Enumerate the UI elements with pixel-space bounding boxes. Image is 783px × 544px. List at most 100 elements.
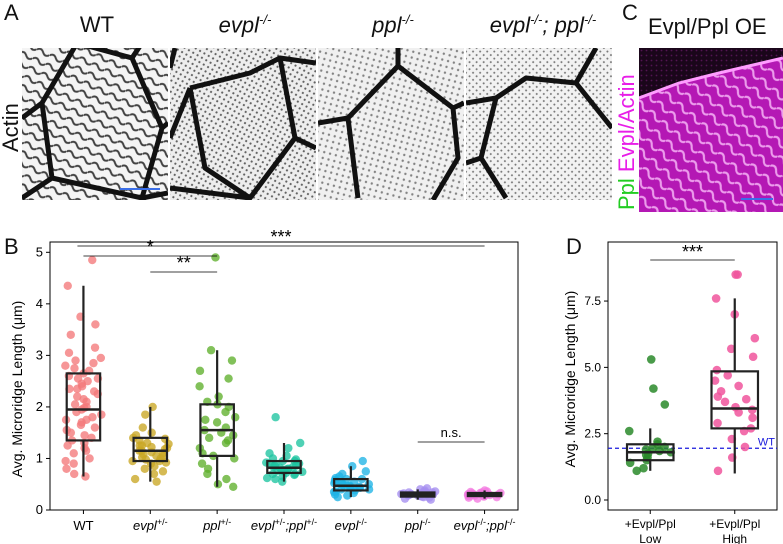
chart-b-point	[137, 441, 147, 450]
chart-d-ytick-label-1: 2.5	[584, 427, 601, 441]
chart-d-ytick-label-3: 7.5	[584, 294, 601, 308]
genotype-label-double-ko: evpl-/-; ppl-/-	[458, 12, 628, 38]
chart-d-point	[713, 466, 723, 476]
chart-b-point	[221, 407, 230, 417]
chart-b-ylabel: Avg. Microridge Length (μm)	[9, 301, 25, 478]
chart-b-point	[223, 436, 233, 445]
chart-b-ytick-label-0: 0	[36, 502, 43, 517]
chart-b-point	[70, 364, 79, 373]
chart-b-point	[71, 356, 80, 365]
chart-d-xtick-label-0-line1: +Evpl/Ppl	[625, 517, 676, 531]
chart-d-wt-label: WT	[758, 436, 775, 448]
chart-d-point	[660, 400, 670, 409]
panel-d-letter: D	[566, 234, 582, 259]
genotype-label-evpl-ko: evpl-/-	[170, 12, 320, 38]
chart-d-point	[750, 333, 760, 343]
chart-b-point	[89, 358, 98, 368]
chart-d-point	[710, 376, 720, 385]
chart-b-point	[140, 464, 149, 473]
chart-b-xtick-label-4: evpl-/-	[335, 517, 367, 533]
chart-b-point	[195, 366, 205, 376]
chart-b-point	[262, 473, 272, 483]
chart-b-point	[70, 469, 79, 479]
chart-b-point	[141, 410, 150, 419]
panel-c-letter: C	[622, 0, 638, 25]
chart-b-point	[152, 451, 161, 461]
chart-b-point	[62, 464, 71, 473]
chart-d-point	[726, 344, 736, 354]
chart-b-point	[63, 281, 72, 291]
chart-b-point	[152, 477, 161, 486]
chart-b-point	[66, 428, 76, 437]
chart-b-point	[195, 382, 204, 391]
chart-b-point	[69, 449, 78, 458]
chart-b-point	[211, 253, 220, 262]
chart-d-point	[748, 413, 757, 423]
chart-d-point	[713, 392, 723, 401]
micrograph-double-ko	[466, 48, 612, 200]
chart-d-sig-label: ***	[682, 242, 703, 262]
genotype-evpl-sup: -/-	[259, 12, 272, 27]
actin-row-label: Actin	[0, 103, 23, 152]
panel-a-letter: A	[4, 0, 19, 25]
chart-d-xtick-label-1-line2: High	[722, 532, 747, 544]
chart-b-box-0	[65, 372, 102, 442]
chart-b-point	[149, 469, 159, 479]
chart-b-point	[150, 461, 159, 471]
chart-b-sig-label-0: ***	[270, 227, 291, 247]
chart-b-point	[90, 343, 100, 352]
chart-d-point	[748, 352, 758, 362]
chart-d-point	[733, 270, 742, 279]
chart-d-point	[747, 405, 757, 415]
chart-b-point	[222, 474, 231, 484]
chart-b-point	[91, 320, 100, 329]
micrograph-overexpression	[639, 48, 783, 212]
chart-b-point	[73, 384, 82, 394]
chart-d-box-1	[710, 370, 760, 430]
ppl-channel-label: Ppl	[614, 178, 639, 210]
chart-b-point	[76, 420, 86, 430]
chart-d-ytick-label-2: 5.0	[584, 360, 601, 374]
chart-d-point	[740, 442, 750, 452]
chart-b-point	[96, 353, 106, 363]
genotype-double-text2: ; ppl	[542, 12, 584, 38]
panel-b-letter: B	[4, 234, 19, 259]
chart-b-point	[203, 469, 212, 479]
chart-b-point	[348, 461, 357, 471]
chart-b-sig-label-2: **	[177, 253, 191, 273]
chart-b-point	[90, 423, 100, 432]
chart-d-point	[649, 384, 658, 393]
chart-b-point	[201, 415, 210, 425]
chart-d-point	[741, 394, 751, 404]
genotype-label-ppl-ko: ppl-/-	[318, 12, 468, 38]
chart-d-point	[734, 408, 743, 417]
chart-b-sig-label-1: *	[147, 237, 154, 257]
chart-b-point	[296, 438, 305, 448]
chart-b-point	[361, 467, 371, 476]
chart-b-ytick-label-4: 4	[36, 296, 43, 311]
chart-b-ytick-label-2: 2	[36, 399, 43, 414]
chart-b-point	[61, 361, 70, 370]
chart-b-point	[66, 330, 75, 339]
chart-b-point	[358, 456, 367, 466]
genotype-wt-text: WT	[79, 12, 115, 37]
chart-b-point	[97, 410, 106, 419]
chart-b-xtick-label-1: evpl+/-	[133, 517, 168, 533]
chart-d-ytick-label-0: 0.0	[584, 493, 601, 507]
evpl-actin-channel-label: Evpl/Actin	[614, 74, 639, 173]
chart-b-ytick-label-5: 5	[36, 244, 43, 259]
chart-b-point	[278, 477, 287, 486]
chart-d-xtick-label-0-line2: Low	[639, 532, 661, 544]
chart-d-ylabel: Avg. Microridge Length (μm)	[563, 291, 578, 468]
chart-b-point	[343, 491, 352, 500]
chart-d-point	[734, 381, 743, 391]
chart-b-point	[70, 400, 80, 409]
chart-b-point	[73, 392, 82, 401]
chart-d-point	[655, 446, 664, 456]
genotype-double-text1: evpl	[489, 12, 531, 38]
chart-b-point	[69, 459, 78, 468]
chart-b-point	[206, 346, 216, 355]
genotype-evpl-text: evpl	[218, 12, 260, 38]
chart-b: Avg. Microridge Length (μm) 0 1 2 3 4 5 WT evpl…	[9, 227, 519, 533]
genotype-double-sup2: -/-	[583, 12, 597, 27]
